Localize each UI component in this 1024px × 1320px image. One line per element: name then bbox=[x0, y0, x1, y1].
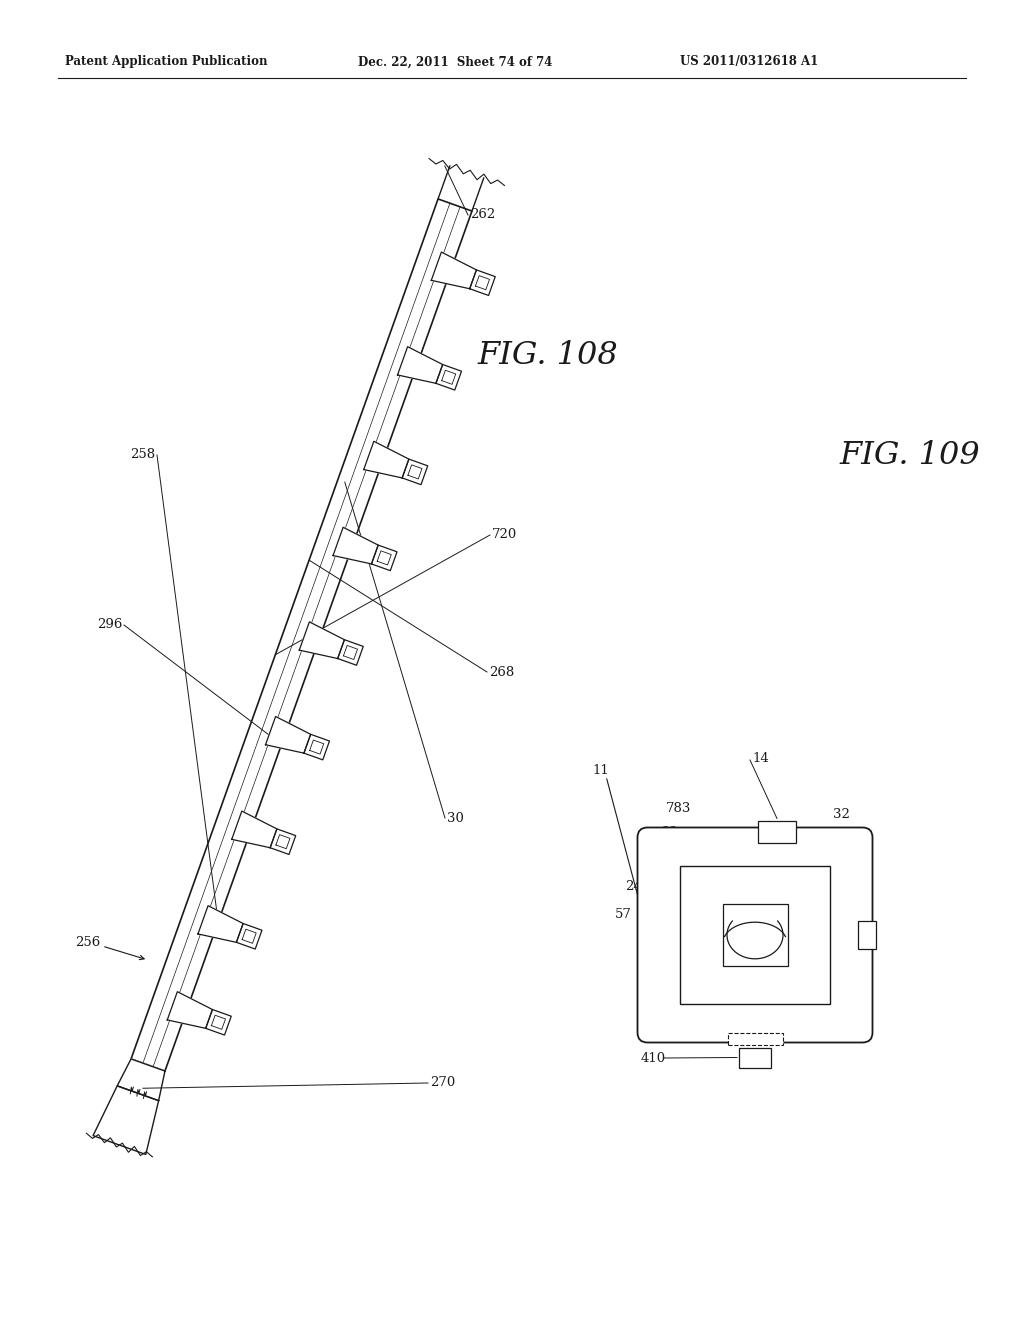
Text: 785: 785 bbox=[835, 882, 860, 895]
Bar bbox=[727, 1032, 782, 1044]
Polygon shape bbox=[270, 829, 296, 854]
Polygon shape bbox=[364, 441, 409, 478]
Text: Dec. 22, 2011  Sheet 74 of 74: Dec. 22, 2011 Sheet 74 of 74 bbox=[358, 55, 552, 69]
Text: 296: 296 bbox=[96, 619, 122, 631]
Polygon shape bbox=[338, 640, 364, 665]
Text: FIG. 109: FIG. 109 bbox=[840, 440, 980, 470]
Polygon shape bbox=[470, 269, 496, 296]
Text: 49: 49 bbox=[645, 837, 662, 850]
Text: Patent Application Publication: Patent Application Publication bbox=[65, 55, 267, 69]
Polygon shape bbox=[231, 810, 276, 847]
Polygon shape bbox=[93, 1086, 159, 1155]
FancyBboxPatch shape bbox=[638, 828, 872, 1043]
Text: 22: 22 bbox=[662, 825, 678, 838]
Text: 32: 32 bbox=[833, 808, 850, 821]
Bar bbox=[739, 1048, 771, 1068]
Text: 783: 783 bbox=[666, 801, 691, 814]
Polygon shape bbox=[167, 991, 212, 1028]
Bar bbox=[680, 866, 830, 1005]
Polygon shape bbox=[206, 1010, 231, 1035]
Text: 720: 720 bbox=[492, 528, 517, 541]
Polygon shape bbox=[431, 252, 476, 289]
Polygon shape bbox=[397, 347, 442, 383]
Polygon shape bbox=[299, 622, 344, 659]
Polygon shape bbox=[237, 924, 262, 949]
Bar bbox=[723, 904, 787, 966]
Text: 57: 57 bbox=[615, 908, 632, 921]
Text: 24: 24 bbox=[626, 880, 642, 894]
Text: 15: 15 bbox=[828, 933, 845, 946]
Text: FIG. 108: FIG. 108 bbox=[477, 339, 618, 371]
Text: 14: 14 bbox=[752, 751, 769, 764]
Text: 410: 410 bbox=[641, 1052, 666, 1064]
Polygon shape bbox=[436, 364, 462, 391]
Text: 11: 11 bbox=[592, 763, 608, 776]
Polygon shape bbox=[131, 199, 472, 1071]
Bar bbox=[758, 821, 796, 842]
Text: 408: 408 bbox=[641, 1031, 666, 1044]
Polygon shape bbox=[117, 1059, 165, 1101]
Text: 51: 51 bbox=[653, 851, 670, 865]
Text: 784: 784 bbox=[838, 843, 863, 857]
Polygon shape bbox=[333, 527, 378, 564]
Polygon shape bbox=[372, 545, 397, 570]
Text: 270: 270 bbox=[430, 1077, 456, 1089]
Text: 15: 15 bbox=[806, 949, 822, 962]
Polygon shape bbox=[304, 734, 330, 760]
Polygon shape bbox=[265, 717, 310, 754]
Text: 256: 256 bbox=[75, 936, 100, 949]
Text: US 2011/0312618 A1: US 2011/0312618 A1 bbox=[680, 55, 818, 69]
Text: 262: 262 bbox=[470, 209, 496, 222]
Text: 268: 268 bbox=[489, 665, 514, 678]
Bar bbox=[857, 921, 876, 949]
Text: 258: 258 bbox=[130, 449, 155, 462]
Text: 30: 30 bbox=[447, 812, 464, 825]
Polygon shape bbox=[198, 906, 243, 942]
Polygon shape bbox=[402, 459, 428, 484]
